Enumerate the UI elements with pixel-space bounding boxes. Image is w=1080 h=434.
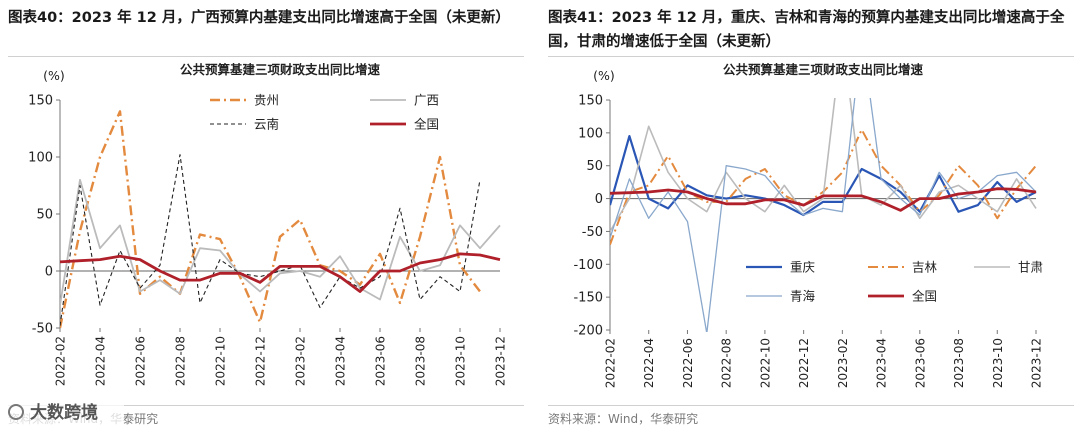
footer-divider	[8, 405, 524, 406]
legend-label: 吉林	[912, 260, 938, 275]
legend-label: 广西	[414, 93, 439, 108]
legend-label: 青海	[790, 289, 816, 304]
legend-item: 贵州	[210, 93, 279, 108]
x-tick-label: 2023-02	[836, 338, 850, 388]
legend-item: 全国	[370, 117, 439, 132]
y-tick-label: -100	[573, 258, 603, 273]
legend-item: 吉林	[868, 260, 938, 275]
chart-title: 公共预算基建三项财政支出同比增速	[723, 62, 924, 77]
legend-item: 云南	[210, 117, 279, 132]
x-tick-label: 2022-04	[642, 338, 656, 388]
series-line-1	[60, 110, 481, 329]
x-tick-label: 2023-10	[454, 336, 468, 386]
series-line-5	[610, 187, 1037, 212]
legend-item: 甘肃	[974, 260, 1043, 275]
legend-item: 全国	[868, 289, 937, 304]
y-tick-label: 50	[36, 208, 53, 223]
source-note: 资料来源：Wind，华泰研究	[548, 412, 699, 426]
x-tick-label: 2023-12	[494, 336, 508, 386]
x-tick-label: 2023-12	[1030, 338, 1044, 388]
right-figure-panel: 图表41：2023 年 12 月，重庆、吉林和青海的预算内基建支出同比增速高于全…	[540, 0, 1080, 434]
series-line-4	[610, 98, 1037, 332]
right-line-chart: 公共预算基建三项财政支出同比增速 (%) -200 -150 -100 -50 0 50 100…	[573, 62, 1044, 388]
x-tick-label: 2022-04	[94, 336, 108, 386]
title-divider	[548, 56, 1074, 57]
legend-item: 青海	[746, 289, 816, 304]
y-axis-unit: (%)	[43, 68, 65, 83]
y-axis-unit: (%)	[593, 68, 615, 83]
x-tick-label: 2023-04	[334, 336, 348, 386]
legend-label: 甘肃	[1018, 260, 1043, 275]
x-tick-label: 2022-12	[797, 338, 811, 388]
series-line-2	[610, 128, 1037, 245]
chart-title: 公共预算基建三项财政支出同比增速	[180, 62, 381, 77]
series-line-2	[60, 178, 501, 306]
title-divider	[8, 56, 524, 57]
y-tick-label: 0	[45, 265, 53, 280]
series-line-4	[60, 252, 501, 293]
y-tick-label: 0	[595, 192, 603, 207]
y-tick-label: 150	[578, 94, 603, 109]
legend-label: 全国	[414, 117, 439, 132]
legend-label: 云南	[254, 117, 279, 132]
legend-item: 广西	[370, 93, 439, 108]
x-tick-label: 2022-02	[604, 338, 618, 388]
x-tick-label: 2023-06	[913, 338, 927, 388]
figure-title: 图表41：2023 年 12 月，重庆、吉林和青海的预算内基建支出同比增速高于全…	[548, 10, 1065, 50]
x-tick-label: 2023-06	[374, 336, 388, 386]
footer-divider	[548, 405, 1074, 406]
series-line-3	[610, 98, 1037, 232]
legend-label: 全国	[912, 289, 937, 304]
x-tick-label: 2022-02	[54, 336, 68, 386]
legend-label: 贵州	[254, 93, 279, 108]
x-tick-label: 2022-08	[720, 338, 734, 388]
x-tick-label: 2023-10	[991, 338, 1005, 388]
series-line-1	[610, 135, 1037, 217]
watermark-logo: 大数跨境	[4, 396, 124, 430]
watermark-text: 大数跨境	[30, 403, 98, 423]
x-tick-label: 2023-04	[875, 338, 889, 388]
y-tick-label: 150	[28, 94, 53, 109]
x-tick-label: 2022-12	[254, 336, 268, 386]
y-tick-label: 100	[28, 151, 53, 166]
x-tick-label: 2023-08	[952, 338, 966, 388]
x-tick-label: 2022-06	[134, 336, 148, 386]
x-tick-label: 2022-08	[174, 336, 188, 386]
figure-title: 图表40：2023 年 12 月，广西预算内基建支出同比增速高于全国（未更新）	[8, 10, 510, 26]
y-tick-label: 50	[586, 159, 603, 174]
x-tick-label: 2022-06	[681, 338, 695, 388]
legend-label: 重庆	[790, 260, 816, 275]
series-line-3	[60, 154, 481, 326]
y-tick-label: -200	[573, 324, 603, 339]
x-tick-label: 2022-10	[758, 338, 772, 388]
left-figure-panel: 图表40：2023 年 12 月，广西预算内基建支出同比增速高于全国（未更新） …	[0, 0, 530, 434]
y-tick-label: -150	[573, 291, 603, 306]
x-tick-label: 2022-10	[214, 336, 228, 386]
y-tick-label: -50	[582, 225, 603, 240]
y-tick-label: -50	[32, 322, 53, 337]
y-tick-label: 100	[578, 126, 603, 141]
watermark-icon	[8, 404, 24, 420]
left-line-chart: 公共预算基建三项财政支出同比增速 (%) -50 0 50 100 150 2022-02 20…	[28, 62, 508, 386]
x-tick-label: 2023-02	[294, 336, 308, 386]
x-tick-label: 2023-08	[414, 336, 428, 386]
legend-item: 重庆	[746, 260, 816, 275]
